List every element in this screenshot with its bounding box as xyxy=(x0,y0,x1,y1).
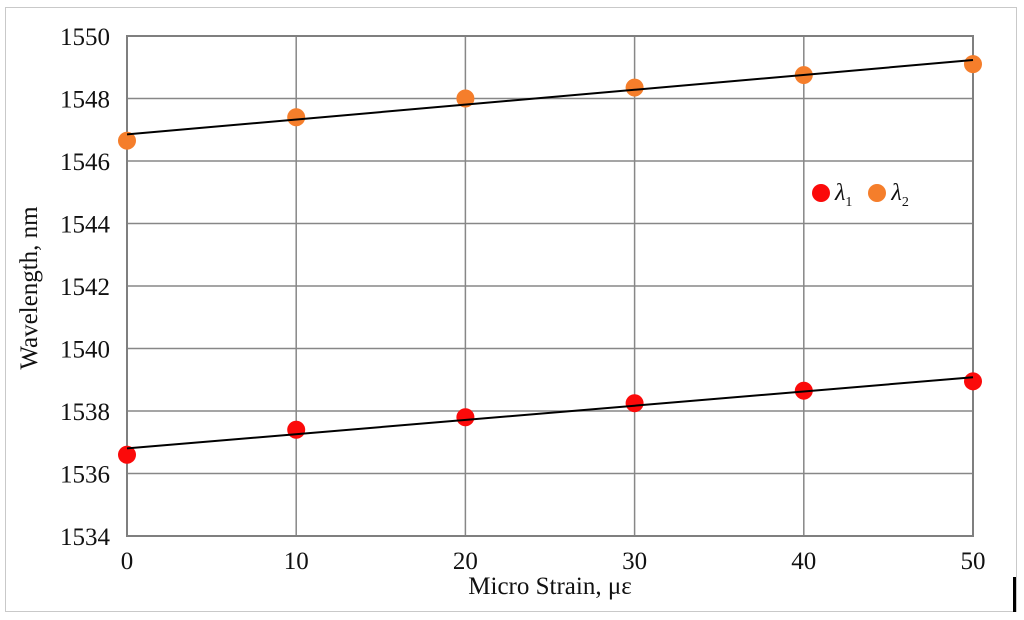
legend-marker-icon xyxy=(868,184,887,202)
legend-entry-λ1: λ1 xyxy=(812,180,853,210)
data-point-λ1 xyxy=(287,420,306,439)
data-point-λ2 xyxy=(118,131,136,150)
x-tick-label: 40 xyxy=(791,548,816,575)
legend-marker-icon xyxy=(812,184,830,202)
y-tick-label: 1548 xyxy=(60,87,110,114)
plot-area-border xyxy=(126,35,974,537)
x-tick-label: 30 xyxy=(622,548,647,575)
chart-legend: λ1 λ2 xyxy=(812,178,909,210)
data-point-λ2 xyxy=(456,89,475,108)
y-tick-label: 1536 xyxy=(60,462,110,489)
x-tick-label: 0 xyxy=(121,548,134,575)
y-axis-title: Wavelength, nm xyxy=(16,206,43,370)
y-tick-label: 1540 xyxy=(60,337,110,364)
y-tick-label: 1534 xyxy=(60,524,111,551)
y-tick-label: 1550 xyxy=(60,24,110,51)
legend-label: λ1 xyxy=(835,180,853,210)
text-cursor-artifact xyxy=(1013,577,1016,612)
data-point-λ1 xyxy=(456,408,475,427)
y-tick-label: 1538 xyxy=(60,399,110,426)
x-axis-title: Micro Strain, με xyxy=(468,573,632,600)
data-point-λ1 xyxy=(625,394,644,413)
y-tick-label: 1542 xyxy=(60,274,110,301)
x-tick-label: 10 xyxy=(284,548,309,575)
data-point-λ2 xyxy=(625,78,644,97)
legend-entry-λ2: λ2 xyxy=(868,180,909,210)
data-point-λ2 xyxy=(287,108,306,127)
data-point-λ2 xyxy=(964,55,982,74)
data-point-λ1 xyxy=(964,372,982,391)
y-tick-label: 1546 xyxy=(60,149,110,176)
x-tick-label: 50 xyxy=(961,548,986,575)
trendline-λ1 xyxy=(126,376,974,450)
legend-label: λ2 xyxy=(891,180,909,210)
data-point-λ1 xyxy=(118,445,136,464)
y-tick-label: 1544 xyxy=(60,212,111,239)
trendline-λ2 xyxy=(126,59,974,136)
x-tick-label: 20 xyxy=(453,548,478,575)
